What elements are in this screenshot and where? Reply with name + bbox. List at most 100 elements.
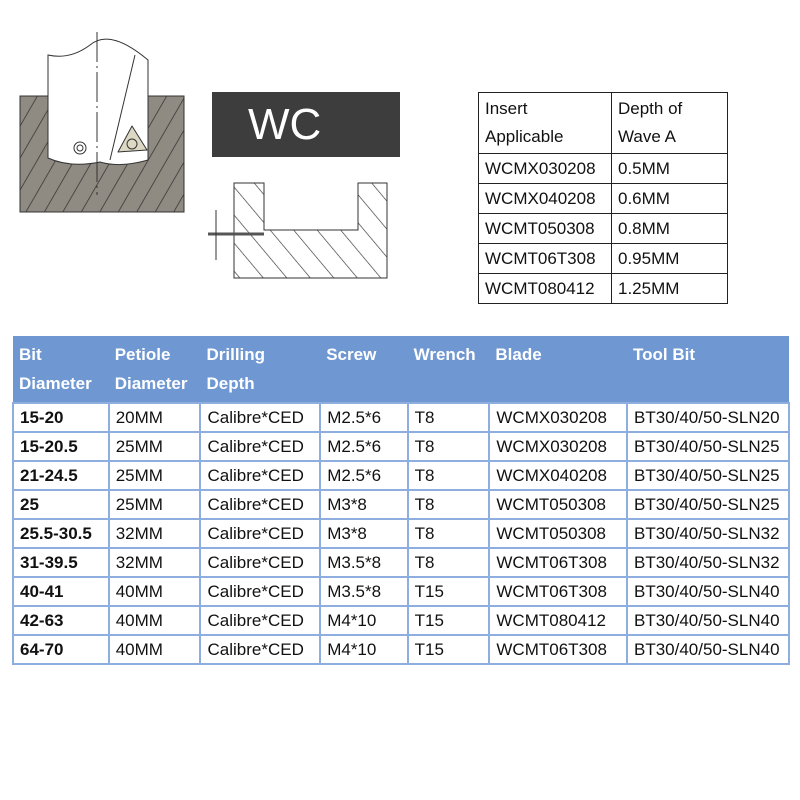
table-row: WCMX040208 0.6MM (478, 183, 728, 214)
table-cell: T8 (406, 402, 491, 433)
table-cell: T15 (406, 605, 491, 636)
column-header: Petiole Diameter (108, 336, 201, 403)
table-cell: 25MM (107, 460, 202, 491)
table-cell: 15-20 (12, 402, 110, 433)
table-cell: T15 (406, 576, 491, 607)
table-cell: WCMT080412 (488, 605, 628, 636)
table-cell: Calibre*CED (199, 605, 322, 636)
insert-cell: WCMX040208 (478, 183, 612, 214)
table-cell: 40MM (107, 576, 202, 607)
table-cell: T8 (406, 518, 491, 549)
table-header-row: Bit Diameter Petiole Diameter Drilling Dep… (13, 336, 789, 403)
column-header: Blade (489, 336, 627, 403)
insert-cell: WCMT050308 (478, 213, 612, 244)
table-cell: WCMT06T308 (488, 576, 628, 607)
table-cell: 15-20.5 (12, 431, 110, 462)
column-header: Bit Diameter (13, 336, 109, 403)
table-cell: 20MM (107, 402, 202, 433)
column-header: Wrench (407, 336, 490, 403)
table-cell: BT30/40/50-SLN25 (626, 489, 790, 520)
table-cell: Calibre*CED (199, 460, 322, 491)
table-row: 42-63 40MM Calibre*CED M4*10 T15 WCMT080412 BT… (12, 605, 790, 636)
spec-table: Bit Diameter Petiole Diameter Drilling Dep… (12, 336, 790, 665)
table-cell: 40-41 (12, 576, 110, 607)
table-cell: 64-70 (12, 634, 110, 665)
wc-label: WC (248, 100, 322, 149)
wave-depth-profile-diagram (208, 182, 388, 279)
table-cell: WCMT06T308 (488, 634, 628, 665)
insert-cell: WCMT080412 (478, 273, 612, 304)
insert-cell: WCMT06T308 (478, 243, 612, 274)
table-cell: M2.5*6 (319, 402, 409, 433)
table-cell: 31-39.5 (12, 547, 110, 578)
table-cell: Calibre*CED (199, 634, 322, 665)
table-cell: M3.5*8 (319, 576, 409, 607)
table-cell: T8 (406, 460, 491, 491)
table-cell: BT30/40/50-SLN25 (626, 460, 790, 491)
table-cell: 25MM (107, 489, 202, 520)
table-cell: Calibre*CED (199, 518, 322, 549)
table-cell: Calibre*CED (199, 576, 322, 607)
table-cell: M4*10 (319, 605, 409, 636)
column-header: Drilling Depth (200, 336, 321, 403)
table-row: 21-24.5 25MM Calibre*CED M2.5*6 T8 WCMX040208… (12, 460, 790, 491)
table-row: WCMT080412 1.25MM (478, 273, 728, 304)
table-row: 31-39.5 32MM Calibre*CED M3.5*8 T8 WCMT06T308… (12, 547, 790, 578)
table-cell: Calibre*CED (199, 402, 322, 433)
table-cell: T15 (406, 634, 491, 665)
depth-cell: 0.8MM (611, 213, 728, 244)
column-header: Tool Bit (627, 336, 789, 403)
table-cell: 42-63 (12, 605, 110, 636)
insert-depth-table: Insert Applicable Depth of Wave A WCMX030… (478, 92, 728, 304)
table-cell: 32MM (107, 547, 202, 578)
table-cell: T8 (406, 431, 491, 462)
table-cell: M4*10 (319, 634, 409, 665)
table-cell: WCMT050308 (488, 489, 628, 520)
table-row: WCMX030208 0.5MM (478, 153, 728, 184)
depth-cell: 0.5MM (611, 153, 728, 184)
table-cell: WCMT050308 (488, 518, 628, 549)
drill-in-workpiece-diagram (19, 32, 185, 213)
depth-cell: 0.95MM (611, 243, 728, 274)
table-cell: BT30/40/50-SLN32 (626, 518, 790, 549)
column-header: Screw (320, 336, 408, 403)
table-cell: BT30/40/50-SLN32 (626, 547, 790, 578)
table-cell: 21-24.5 (12, 460, 110, 491)
table-cell: 25MM (107, 431, 202, 462)
table-cell: WCMT06T308 (488, 547, 628, 578)
table-row: 64-70 40MM Calibre*CED M4*10 T15 WCMT06T308 BT… (12, 634, 790, 665)
table-cell: 40MM (107, 605, 202, 636)
table-cell: M3*8 (319, 489, 409, 520)
table-cell: WCMX030208 (488, 402, 628, 433)
table-cell: WCMX030208 (488, 431, 628, 462)
table-row: 15-20 20MM Calibre*CED M2.5*6 T8 WCMX030208 BT… (12, 402, 790, 433)
table-cell: BT30/40/50-SLN20 (626, 402, 790, 433)
header-depth: Depth of Wave A (611, 92, 728, 154)
table-header-row: Insert Applicable Depth of Wave A (478, 92, 728, 154)
header-insert: Insert Applicable (478, 92, 612, 154)
table-cell: WCMX040208 (488, 460, 628, 491)
table-cell: M3.5*8 (319, 547, 409, 578)
table-cell: M3*8 (319, 518, 409, 549)
table-row: WCMT06T308 0.95MM (478, 243, 728, 274)
table-cell: T8 (406, 489, 491, 520)
table-cell: Calibre*CED (199, 431, 322, 462)
table-cell: BT30/40/50-SLN25 (626, 431, 790, 462)
depth-cell: 1.25MM (611, 273, 728, 304)
insert-cell: WCMX030208 (478, 153, 612, 184)
table-row: 25 25MM Calibre*CED M3*8 T8 WCMT050308 BT30/40… (12, 489, 790, 520)
table-cell: 25 (12, 489, 110, 520)
table-cell: BT30/40/50-SLN40 (626, 576, 790, 607)
table-cell: Calibre*CED (199, 547, 322, 578)
table-cell: Calibre*CED (199, 489, 322, 520)
table-cell: 40MM (107, 634, 202, 665)
wc-label-banner: WC (212, 92, 400, 157)
table-cell: BT30/40/50-SLN40 (626, 605, 790, 636)
table-cell: M2.5*6 (319, 460, 409, 491)
table-cell: BT30/40/50-SLN40 (626, 634, 790, 665)
table-cell: 25.5-30.5 (12, 518, 110, 549)
table-row: 15-20.5 25MM Calibre*CED M2.5*6 T8 WCMX030208… (12, 431, 790, 462)
table-cell: M2.5*6 (319, 431, 409, 462)
table-row: 25.5-30.5 32MM Calibre*CED M3*8 T8 WCMT050308… (12, 518, 790, 549)
table-row: WCMT050308 0.8MM (478, 213, 728, 244)
